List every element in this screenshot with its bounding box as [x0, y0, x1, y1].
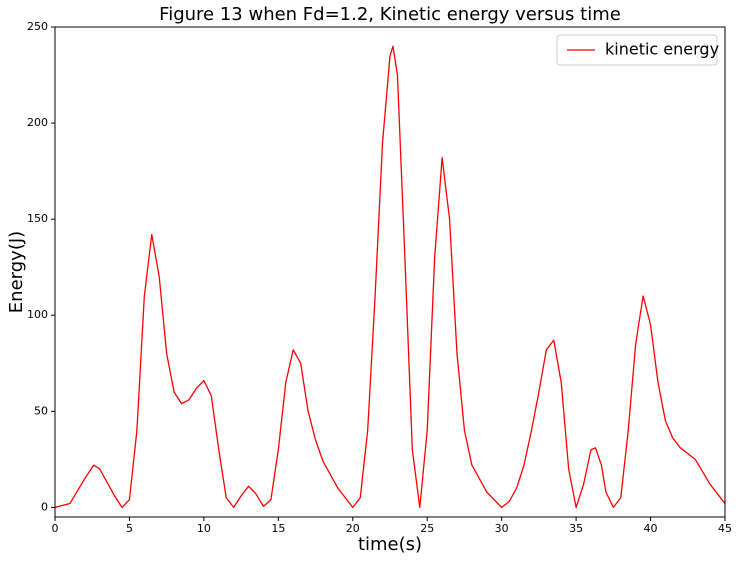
y-tick-label: 150	[27, 212, 48, 225]
y-tick-label: 200	[27, 116, 48, 129]
plot-frame	[54, 26, 726, 518]
legend-label: kinetic energy	[605, 40, 719, 59]
x-tick-label: 15	[271, 522, 285, 535]
x-tick-label: 0	[52, 522, 59, 535]
x-tick-label: 5	[126, 522, 133, 535]
legend-box	[556, 34, 718, 66]
y-tick-label: 250	[27, 20, 48, 33]
x-tick-label: 30	[495, 522, 509, 535]
y-axis-label: Energy(J)	[6, 231, 27, 313]
y-tick-label: 0	[41, 500, 48, 513]
y-tick-label: 100	[27, 308, 48, 321]
x-tick-label: 10	[197, 522, 211, 535]
chart-title: Figure 13 when Fd=1.2, Kinetic energy ve…	[159, 4, 621, 25]
x-tick-label: 35	[569, 522, 583, 535]
x-tick-label: 45	[718, 522, 732, 535]
y-tick-label: 50	[34, 404, 48, 417]
line-series	[54, 45, 726, 509]
x-tick-label: 25	[420, 522, 434, 535]
x-tick-label: 20	[346, 522, 360, 535]
x-axis-label: time(s)	[358, 534, 422, 555]
x-tick-label: 40	[644, 522, 658, 535]
